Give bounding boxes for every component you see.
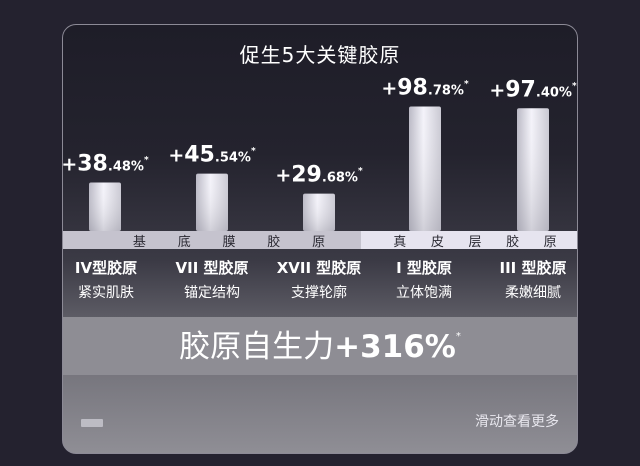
summary-prefix: 胶原自生力 bbox=[179, 329, 335, 365]
data-label-3: +29.68%* bbox=[275, 163, 363, 188]
collagen-types: IV型胶原 紧实肌肤 VII 型胶原 锚定结构 XVII 型胶原 支撑轮廓 I … bbox=[63, 257, 577, 317]
band-char: 原 bbox=[543, 234, 557, 250]
collagen-type-17: XVII 型胶原 支撑轮廓 bbox=[269, 257, 369, 302]
type-name: III 型胶原 bbox=[499, 259, 567, 277]
summary-footnote-mark: * bbox=[455, 331, 461, 342]
scroll-indicator[interactable] bbox=[81, 419, 103, 427]
band-char: 层 bbox=[468, 234, 482, 250]
bar-shade-4 bbox=[409, 106, 441, 231]
band-char: 真 bbox=[393, 234, 407, 250]
collagen-type-4: IV型胶原 紧实肌肤 bbox=[63, 257, 156, 302]
data-label-5: +97.40%* bbox=[489, 77, 577, 102]
type-desc: 支撑轮廓 bbox=[291, 285, 347, 301]
basement-membrane-band: 基 底 膜 胶 原 bbox=[63, 231, 361, 250]
bar-chart: +38.48%* +45.54%* +29.68%* +98.78%* +97.40%* bbox=[63, 76, 577, 231]
band-char: 基 bbox=[132, 234, 146, 250]
band-char: 胶 bbox=[506, 234, 520, 250]
data-label-2: +45.54%* bbox=[168, 143, 256, 168]
type-desc: 立体饱满 bbox=[396, 285, 452, 301]
chart-card: 促生5大关键胶原 +38.48%* +45.54%* +29.68%* +98.78%… bbox=[62, 24, 578, 454]
type-desc: 锚定结构 bbox=[184, 285, 240, 301]
band-char: 底 bbox=[177, 234, 191, 250]
band-char: 皮 bbox=[430, 234, 444, 250]
bar-shade-1 bbox=[89, 182, 121, 231]
data-label-1: +38.48%* bbox=[63, 152, 149, 177]
bar-shade-5 bbox=[517, 108, 549, 231]
type-name: IV型胶原 bbox=[74, 259, 138, 277]
dermis-band: 真 皮 层 胶 原 bbox=[361, 231, 577, 250]
type-name: XVII 型胶原 bbox=[276, 259, 362, 277]
bar-shade-2 bbox=[196, 173, 228, 231]
type-desc: 柔嫩细腻 bbox=[505, 285, 561, 301]
band-char: 原 bbox=[312, 234, 326, 250]
collagen-type-7: VII 型胶原 锚定结构 bbox=[162, 257, 262, 302]
collagen-type-1: I 型胶原 立体饱满 bbox=[374, 257, 474, 302]
summary-line: 胶原自生力+316%* bbox=[63, 321, 577, 366]
type-name: I 型胶原 bbox=[396, 259, 452, 277]
bar-shade-3 bbox=[303, 193, 335, 231]
summary-band bbox=[63, 317, 577, 375]
type-desc: 紧实肌肤 bbox=[78, 285, 134, 301]
band-char: 膜 bbox=[222, 234, 236, 250]
chart-title: 促生5大关键胶原 bbox=[239, 43, 401, 67]
summary-value: +316% bbox=[334, 329, 456, 365]
type-name: VII 型胶原 bbox=[175, 259, 249, 277]
data-label-4: +98.78%* bbox=[381, 76, 469, 101]
collagen-type-3: III 型胶原 柔嫩细腻 bbox=[483, 257, 577, 302]
band-char: 胶 bbox=[267, 234, 281, 250]
scroll-hint: 滑动查看更多 bbox=[475, 414, 559, 430]
